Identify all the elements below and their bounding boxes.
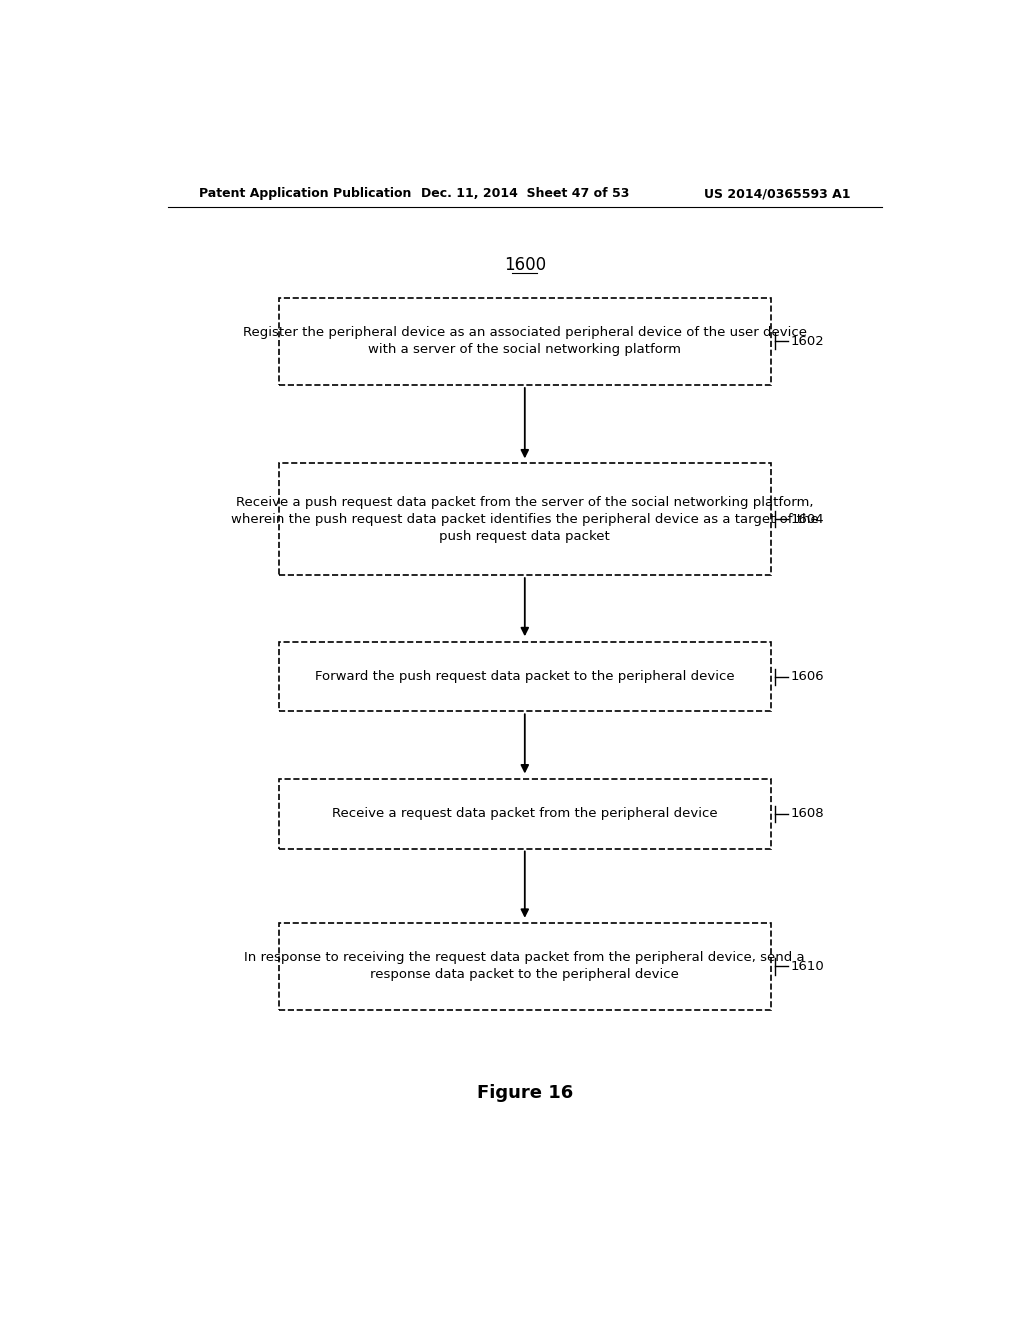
Text: In response to receiving the request data packet from the peripheral device, sen: In response to receiving the request dat… (245, 952, 805, 982)
Text: Patent Application Publication: Patent Application Publication (200, 187, 412, 201)
Text: 1600: 1600 (504, 256, 546, 275)
Text: Register the peripheral device as an associated peripheral device of the user de: Register the peripheral device as an ass… (243, 326, 807, 356)
FancyBboxPatch shape (279, 643, 771, 711)
FancyBboxPatch shape (279, 298, 771, 384)
Text: 1606: 1606 (791, 671, 824, 684)
FancyBboxPatch shape (279, 923, 771, 1010)
Text: Receive a push request data packet from the server of the social networking plat: Receive a push request data packet from … (231, 496, 818, 543)
Text: 1604: 1604 (791, 512, 824, 525)
Text: 1610: 1610 (791, 960, 824, 973)
Text: Receive a request data packet from the peripheral device: Receive a request data packet from the p… (332, 808, 718, 821)
Text: 1602: 1602 (791, 335, 824, 348)
FancyBboxPatch shape (279, 779, 771, 849)
Text: Forward the push request data packet to the peripheral device: Forward the push request data packet to … (315, 671, 734, 684)
Text: Dec. 11, 2014  Sheet 47 of 53: Dec. 11, 2014 Sheet 47 of 53 (421, 187, 629, 201)
FancyBboxPatch shape (279, 463, 771, 576)
Text: US 2014/0365593 A1: US 2014/0365593 A1 (703, 187, 850, 201)
Text: 1608: 1608 (791, 808, 824, 821)
Text: Figure 16: Figure 16 (477, 1085, 572, 1102)
